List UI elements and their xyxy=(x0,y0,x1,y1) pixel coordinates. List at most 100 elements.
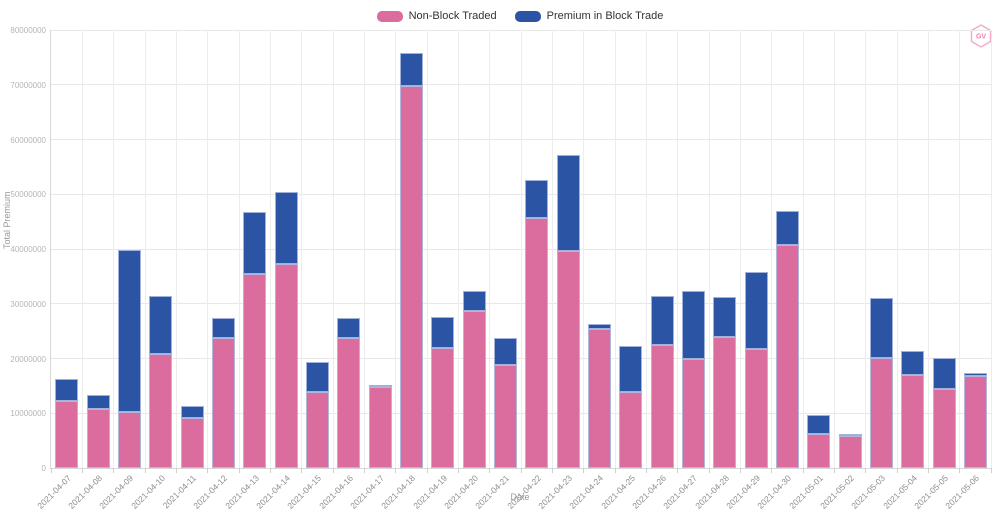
bar-segment-non-block[interactable] xyxy=(525,218,549,468)
bar-2021-04-24[interactable] xyxy=(587,324,611,468)
legend-item-non-block[interactable]: Non-Block Traded xyxy=(376,10,497,22)
bar-2021-05-05[interactable] xyxy=(932,357,956,468)
x-tick-label: 2021-04-13 xyxy=(222,473,261,511)
bar-segment-block-premium[interactable] xyxy=(556,154,580,251)
bar-2021-04-14[interactable] xyxy=(274,192,298,468)
bar-2021-04-12[interactable] xyxy=(211,318,235,468)
bar-segment-non-block[interactable] xyxy=(117,412,141,468)
bar-segment-non-block[interactable] xyxy=(556,250,580,468)
bar-segment-non-block[interactable] xyxy=(619,392,643,468)
y-tick-label: 20000000 xyxy=(10,354,46,364)
bar-segment-block-premium[interactable] xyxy=(86,394,110,409)
bar-segment-non-block[interactable] xyxy=(399,86,423,468)
bar-2021-05-02[interactable] xyxy=(838,433,862,468)
plot-area xyxy=(50,29,992,473)
bar-segment-block-premium[interactable] xyxy=(807,414,831,434)
bar-segment-non-block[interactable] xyxy=(149,354,173,468)
bar-2021-04-08[interactable] xyxy=(86,394,110,468)
bar-2021-05-03[interactable] xyxy=(869,297,893,468)
bar-segment-block-premium[interactable] xyxy=(744,272,768,349)
bar-2021-04-09[interactable] xyxy=(117,250,141,468)
bar-segment-block-premium[interactable] xyxy=(713,297,737,337)
bar-segment-block-premium[interactable] xyxy=(619,345,643,393)
bar-segment-block-premium[interactable] xyxy=(149,296,173,355)
bar-2021-04-11[interactable] xyxy=(180,406,204,468)
x-gridline xyxy=(207,30,209,468)
bar-2021-04-16[interactable] xyxy=(337,318,361,468)
y-tick-label: 40000000 xyxy=(10,245,46,254)
bar-segment-block-premium[interactable] xyxy=(368,384,392,387)
x-tick-label: 2021-04-30 xyxy=(755,473,794,511)
bar-2021-04-10[interactable] xyxy=(149,296,173,468)
legend-item-block-premium[interactable]: Premium in Block Trade xyxy=(514,10,663,22)
bar-segment-block-premium[interactable] xyxy=(963,372,987,377)
bar-segment-non-block[interactable] xyxy=(650,344,674,468)
bar-2021-04-25[interactable] xyxy=(619,345,643,468)
bar-segment-non-block[interactable] xyxy=(838,436,862,468)
bar-segment-block-premium[interactable] xyxy=(525,180,549,219)
bar-segment-non-block[interactable] xyxy=(681,358,705,468)
bar-2021-04-26[interactable] xyxy=(650,296,674,468)
bar-2021-04-19[interactable] xyxy=(431,316,455,468)
bar-segment-block-premium[interactable] xyxy=(587,324,611,330)
bar-segment-block-premium[interactable] xyxy=(305,361,329,393)
bar-segment-block-premium[interactable] xyxy=(337,318,361,339)
bar-segment-block-premium[interactable] xyxy=(650,296,674,345)
bar-segment-block-premium[interactable] xyxy=(274,192,298,265)
bar-2021-04-29[interactable] xyxy=(744,272,768,468)
bar-segment-non-block[interactable] xyxy=(587,329,611,468)
bar-segment-block-premium[interactable] xyxy=(775,211,799,245)
bar-segment-non-block[interactable] xyxy=(305,392,329,468)
bar-segment-non-block[interactable] xyxy=(963,376,987,468)
bar-segment-block-premium[interactable] xyxy=(838,433,862,437)
bar-segment-non-block[interactable] xyxy=(86,408,110,468)
bar-2021-04-22[interactable] xyxy=(525,180,549,468)
bar-2021-05-01[interactable] xyxy=(807,414,831,468)
bar-2021-04-27[interactable] xyxy=(681,291,705,468)
bar-segment-non-block[interactable] xyxy=(493,364,517,468)
bar-2021-04-20[interactable] xyxy=(462,291,486,468)
bar-segment-non-block[interactable] xyxy=(274,264,298,468)
bar-segment-block-premium[interactable] xyxy=(180,406,204,419)
bar-segment-non-block[interactable] xyxy=(243,273,267,468)
bar-segment-non-block[interactable] xyxy=(337,338,361,468)
bar-2021-05-06[interactable] xyxy=(963,372,987,468)
bar-segment-non-block[interactable] xyxy=(869,357,893,468)
bar-segment-block-premium[interactable] xyxy=(901,350,925,375)
bar-segment-non-block[interactable] xyxy=(901,374,925,468)
bar-segment-block-premium[interactable] xyxy=(869,297,893,358)
bar-2021-04-07[interactable] xyxy=(55,378,79,468)
x-tick-mark xyxy=(896,468,898,473)
bar-segment-non-block[interactable] xyxy=(180,418,204,468)
bar-segment-block-premium[interactable] xyxy=(55,378,79,401)
bar-2021-04-17[interactable] xyxy=(368,384,392,468)
bar-2021-04-30[interactable] xyxy=(775,211,799,468)
bar-segment-block-premium[interactable] xyxy=(431,316,455,348)
bar-2021-04-13[interactable] xyxy=(243,211,267,468)
bar-segment-non-block[interactable] xyxy=(775,244,799,468)
bar-segment-block-premium[interactable] xyxy=(243,211,267,274)
bar-segment-non-block[interactable] xyxy=(932,388,956,468)
bar-segment-block-premium[interactable] xyxy=(211,318,235,338)
bar-segment-block-premium[interactable] xyxy=(399,53,423,87)
bar-segment-block-premium[interactable] xyxy=(681,291,705,359)
bar-2021-04-15[interactable] xyxy=(305,361,329,468)
bar-segment-block-premium[interactable] xyxy=(493,338,517,365)
bar-segment-non-block[interactable] xyxy=(713,336,737,468)
bar-2021-04-21[interactable] xyxy=(493,338,517,468)
bar-2021-04-23[interactable] xyxy=(556,154,580,468)
bar-segment-non-block[interactable] xyxy=(368,386,392,468)
bar-segment-non-block[interactable] xyxy=(211,337,235,468)
bar-segment-block-premium[interactable] xyxy=(117,250,141,413)
bar-segment-non-block[interactable] xyxy=(431,347,455,468)
bar-segment-non-block[interactable] xyxy=(744,348,768,468)
bar-2021-04-18[interactable] xyxy=(399,53,423,468)
bar-segment-block-premium[interactable] xyxy=(462,291,486,311)
bar-segment-non-block[interactable] xyxy=(55,400,79,468)
bar-segment-block-premium[interactable] xyxy=(932,357,956,389)
bar-2021-05-04[interactable] xyxy=(901,350,925,468)
bar-segment-non-block[interactable] xyxy=(462,310,486,468)
bar-2021-04-28[interactable] xyxy=(713,297,737,468)
bar-segment-non-block[interactable] xyxy=(807,433,831,468)
x-tick-label: 2021-04-09 xyxy=(97,473,136,511)
